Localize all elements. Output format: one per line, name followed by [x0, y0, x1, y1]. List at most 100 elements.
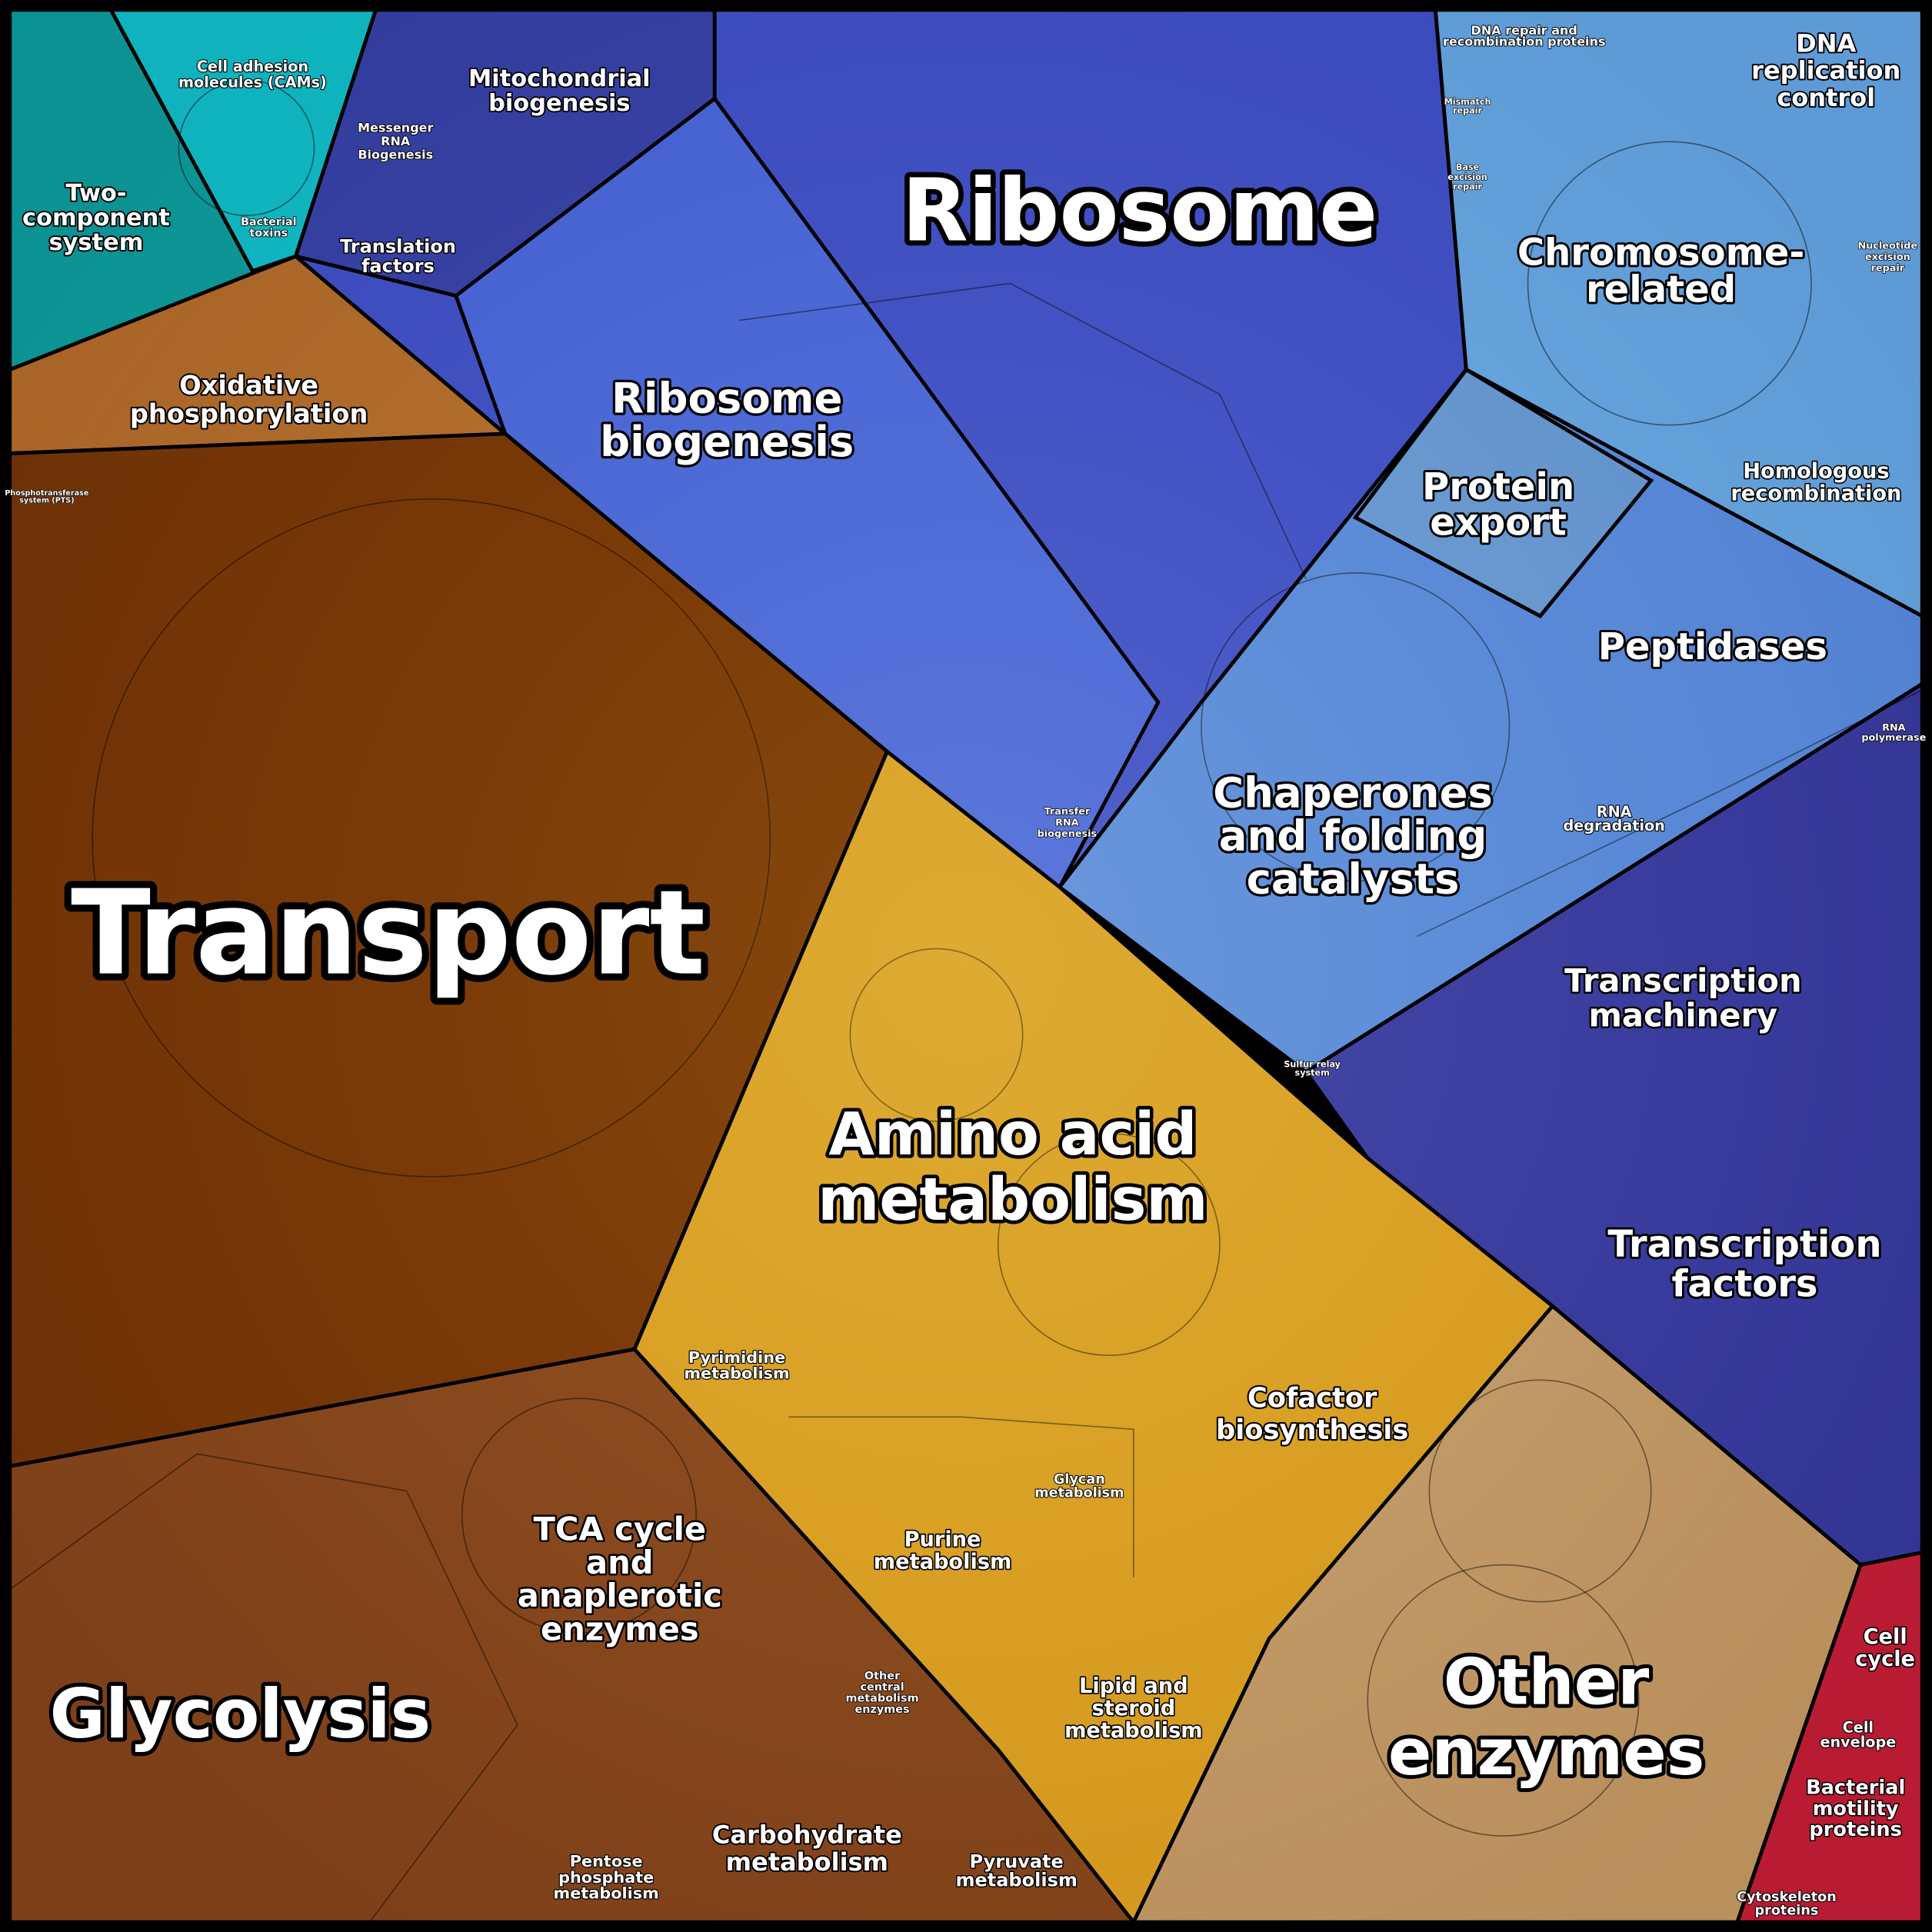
- region-label: Cofactor: [1247, 1383, 1377, 1414]
- region-label: Purine: [904, 1528, 981, 1552]
- region-label: repair: [1453, 182, 1483, 192]
- region-label: Peptidases: [1598, 625, 1827, 668]
- region-label: enzymes: [1388, 1715, 1704, 1790]
- region-label: factors: [1671, 1262, 1817, 1305]
- region-label: excision: [1447, 172, 1487, 182]
- region-label: Messenger: [358, 120, 433, 135]
- region-label: system (PTS): [19, 497, 74, 505]
- region-label: Chromosome-: [1517, 231, 1804, 274]
- region-label: Translation: [340, 235, 456, 257]
- region-label: biogenesis: [488, 90, 630, 117]
- region-label: enzymes: [541, 1610, 699, 1647]
- region-label: metabolism: [846, 1692, 919, 1704]
- region-label: DNA: [1796, 28, 1856, 58]
- region-label: Amino acid: [828, 1101, 1197, 1169]
- region-label: Two-: [65, 180, 126, 207]
- region-label: Pyrimidine: [688, 1348, 785, 1367]
- region-label: motility: [1813, 1797, 1899, 1820]
- region-label: Protein: [1422, 465, 1574, 508]
- region-label: molecules (CAMs): [178, 74, 327, 92]
- region-label: metabolism: [955, 1870, 1077, 1891]
- region-label: Ribosome: [611, 374, 842, 423]
- region-label: Biogenesis: [358, 148, 433, 162]
- region-label: anaplerotic: [518, 1577, 722, 1614]
- region-label: toxins: [249, 228, 288, 240]
- region-label: RNA: [381, 134, 411, 148]
- region-label: related: [1586, 268, 1736, 311]
- region-label: Other: [864, 1671, 901, 1683]
- region-label: metabolism: [554, 1884, 659, 1903]
- region-label: degradation: [1563, 817, 1664, 834]
- region-label: Glycolysis: [50, 1674, 431, 1754]
- region-label: steroid: [1092, 1697, 1176, 1720]
- region-label: recombination: [1730, 481, 1901, 505]
- region-label: catalysts: [1247, 854, 1460, 903]
- region-label: Chaperones: [1213, 768, 1493, 817]
- region-label: Transport: [71, 865, 705, 1001]
- region-label: Base: [1456, 162, 1480, 172]
- region-label: Bacterial: [1806, 1777, 1905, 1800]
- region-label: RNA: [1882, 722, 1906, 734]
- region-label: Phosphotransferase: [5, 489, 89, 498]
- region-label: Transcription: [1564, 962, 1802, 1000]
- region-label: phosphate: [558, 1868, 654, 1887]
- region-label: metabolism: [1034, 1485, 1124, 1501]
- region-label: metabolism: [726, 1847, 888, 1877]
- region-label: Other: [1444, 1645, 1650, 1720]
- region-label: Ribosome: [902, 161, 1378, 261]
- region-label: factors: [361, 255, 435, 277]
- region-label: Transfer: [1044, 806, 1091, 818]
- region-label: repair: [1871, 262, 1905, 274]
- region-label: polymerase: [1861, 732, 1926, 744]
- region-label: component: [22, 205, 170, 232]
- region-label: biosynthesis: [1216, 1414, 1408, 1446]
- region-label: proteins: [1809, 1818, 1902, 1841]
- region-label: cycle: [1855, 1647, 1915, 1671]
- region-label: metabolism: [684, 1364, 789, 1383]
- region-label: Nucleotide: [1858, 241, 1918, 252]
- region-label: control: [1777, 83, 1875, 112]
- region-label: Bacterial: [241, 216, 297, 228]
- region-label: recombination proteins: [1443, 34, 1606, 48]
- region-label: and: [586, 1544, 654, 1581]
- region-label: export: [1430, 501, 1567, 544]
- region-label: Glycan: [1054, 1472, 1105, 1487]
- region-label: phosphorylation: [130, 399, 368, 429]
- region-label: Mismatch: [1444, 97, 1491, 107]
- region-label: DNA repair and: [1471, 23, 1577, 38]
- region-label: Pyruvate: [970, 1851, 1064, 1873]
- region-label: metabolism: [818, 1166, 1208, 1234]
- region-label: Pentose: [570, 1852, 643, 1870]
- region-label: TCA cycle: [533, 1511, 706, 1548]
- region-label: and folding: [1219, 811, 1487, 860]
- region-label: Oxidative: [179, 371, 318, 401]
- region-label: metabolism: [1064, 1719, 1203, 1743]
- region-label: system: [1295, 1068, 1330, 1078]
- region-label: RNA: [1597, 803, 1632, 821]
- region-label: biogenesis: [600, 417, 854, 466]
- region-label: Lipid and: [1079, 1674, 1188, 1698]
- region-label: Homologous: [1743, 460, 1889, 484]
- region-label: Cell adhesion: [197, 58, 308, 75]
- region-label: machinery: [1589, 997, 1778, 1034]
- region-label: biogenesis: [1038, 828, 1098, 840]
- region-label: Sulfur relay: [1284, 1059, 1341, 1069]
- region-label: Cell: [1864, 1625, 1907, 1649]
- region-label: Mitochondrial: [468, 65, 651, 92]
- region-label: Cell: [1843, 1718, 1874, 1736]
- region-label: enzymes: [854, 1704, 909, 1716]
- region-label: Transcription: [1607, 1223, 1881, 1266]
- region-label: proteins: [1755, 1904, 1819, 1919]
- region-label: central: [860, 1681, 904, 1694]
- region-label: system: [48, 229, 143, 256]
- region-label: repair: [1453, 105, 1483, 115]
- region-label: Carbohydrate: [712, 1820, 902, 1850]
- region-label: replication: [1751, 56, 1900, 85]
- region-label: excision: [1865, 251, 1910, 263]
- region-label: RNA: [1055, 817, 1079, 828]
- region-label: envelope: [1820, 1734, 1896, 1751]
